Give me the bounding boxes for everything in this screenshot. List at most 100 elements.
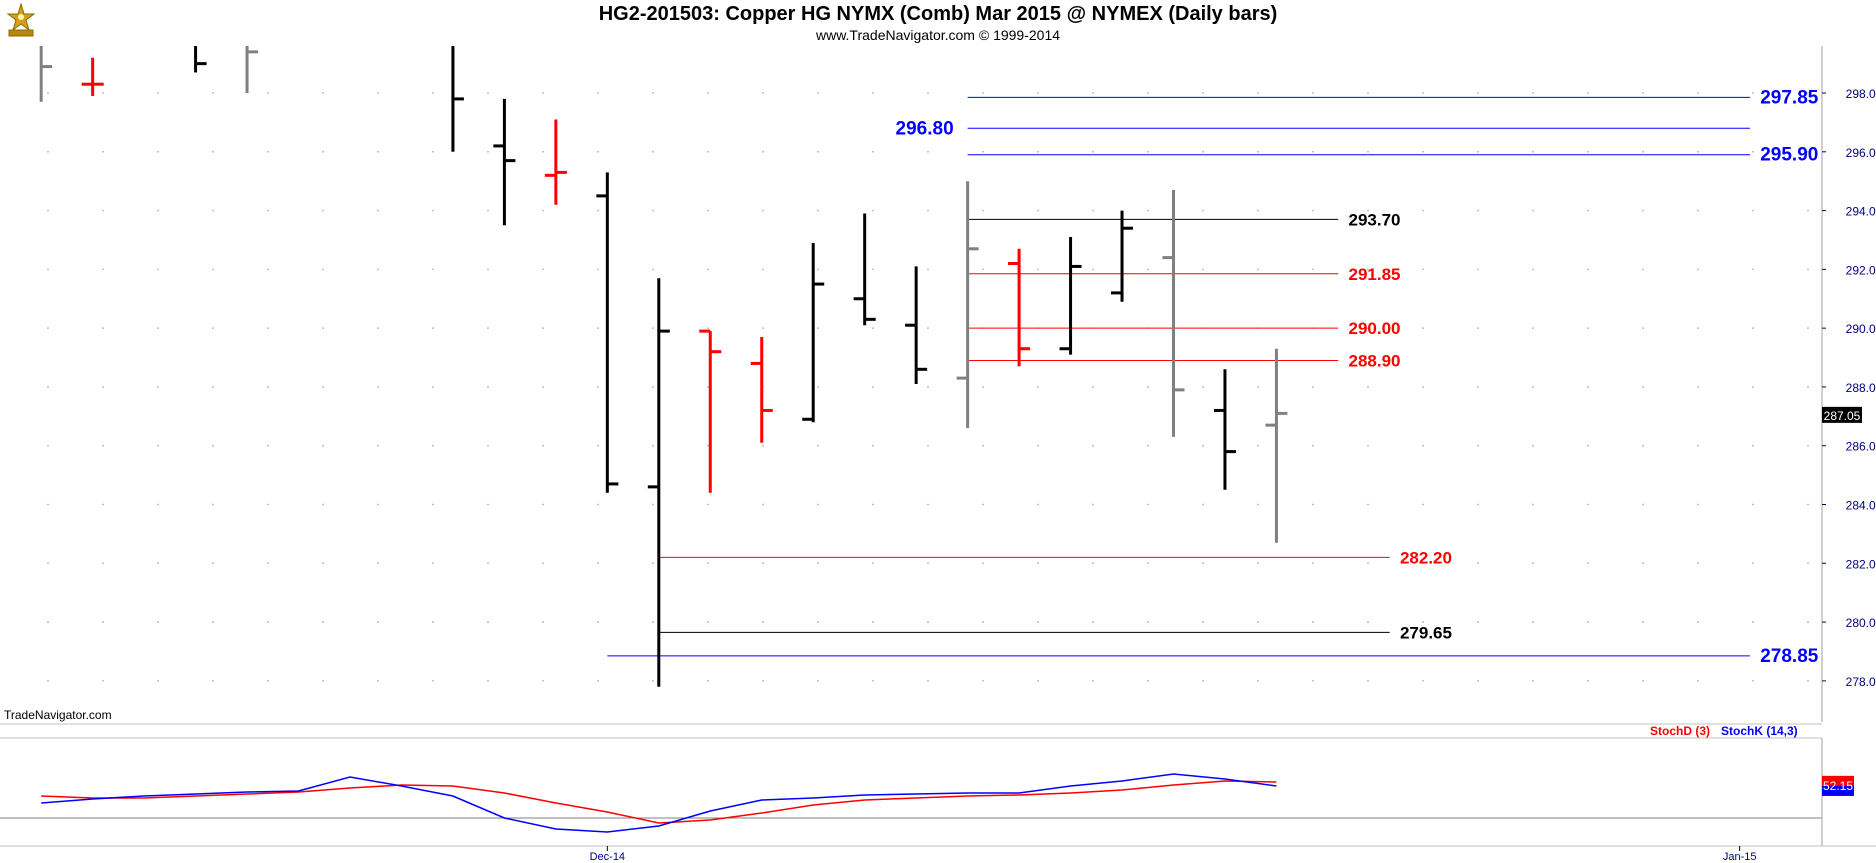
grid-dot <box>1587 327 1589 330</box>
grid-dot <box>927 562 929 565</box>
grid-dot <box>432 621 434 623</box>
grid-dot <box>47 503 49 506</box>
grid-dot <box>762 150 764 153</box>
grid-dot <box>1642 268 1644 271</box>
grid-dot <box>1697 503 1699 506</box>
grid-dot <box>1477 503 1479 506</box>
grid-dot <box>597 386 599 388</box>
grid-dot <box>872 209 874 212</box>
grid-dot <box>927 503 929 506</box>
grid-dot <box>1752 150 1754 153</box>
grid-dot <box>157 268 159 271</box>
grid-dot <box>652 444 654 447</box>
ohlc-bar <box>451 46 464 152</box>
grid-dot <box>377 92 379 94</box>
grid-dot <box>487 268 489 271</box>
trade-navigator-logo-icon <box>4 2 38 43</box>
grid-dot <box>1202 386 1204 388</box>
grid-dot <box>1532 621 1534 623</box>
grid-dot <box>1202 92 1204 94</box>
grid-dot <box>1587 209 1589 212</box>
price-bars <box>39 46 1288 687</box>
grid-dot <box>47 327 49 330</box>
grid-dot <box>982 562 984 565</box>
grid-dot <box>1477 679 1479 682</box>
grid-dot <box>597 503 599 506</box>
grid-dot <box>872 327 874 330</box>
grid-dot <box>102 621 104 623</box>
x-tick-label: Jan-15 <box>1723 851 1757 863</box>
grid-dot <box>707 621 709 623</box>
grid-dot <box>872 679 874 682</box>
grid-dot <box>377 327 379 330</box>
grid-dot <box>1587 503 1589 506</box>
grid-dot <box>1642 150 1644 153</box>
grid-dot <box>542 386 544 388</box>
grid-dot <box>157 621 159 623</box>
grid-dot <box>1367 386 1369 388</box>
level-label: 290.00 <box>1348 319 1400 338</box>
grid-dot <box>542 503 544 506</box>
grid-dot <box>432 562 434 565</box>
grid-dot <box>652 268 654 271</box>
ohlc-bar <box>905 266 928 384</box>
grid-dot <box>1422 444 1424 447</box>
grid-dot <box>157 503 159 506</box>
grid-dot <box>927 150 929 153</box>
grid-dot <box>1367 209 1369 212</box>
grid-dot <box>982 503 984 506</box>
grid-dot <box>322 503 324 506</box>
grid-dot <box>1807 679 1809 682</box>
grid-dot <box>542 150 544 153</box>
grid-dot <box>1587 562 1589 565</box>
grid-dot <box>432 503 434 506</box>
grid-dot <box>1477 444 1479 447</box>
grid-dot <box>47 268 49 271</box>
level-label: 288.90 <box>1348 351 1400 370</box>
grid-dot <box>267 268 269 271</box>
grid-dot <box>982 150 984 153</box>
grid-dot <box>1697 444 1699 447</box>
grid-dot <box>542 268 544 271</box>
grid-dot <box>1037 386 1039 388</box>
grid-dot <box>1202 562 1204 565</box>
grid-dot <box>762 503 764 506</box>
grid-dot <box>1422 150 1424 153</box>
grid-dot <box>1642 679 1644 682</box>
grid-dot <box>1697 562 1699 565</box>
ohlc-bar <box>596 172 619 493</box>
ohlc-bar <box>647 278 670 687</box>
grid-dot <box>1752 386 1754 388</box>
grid-dot <box>1422 562 1424 565</box>
grid-dot <box>47 209 49 212</box>
level-label: 278.85 <box>1760 646 1819 667</box>
grid-dot <box>1807 562 1809 565</box>
grid-dot <box>1697 209 1699 212</box>
y-tick-label: 286.00 <box>1846 440 1876 454</box>
ohlc-bar <box>493 98 516 226</box>
grid-dot <box>597 92 599 94</box>
grid-dot <box>1147 92 1149 94</box>
grid-dot <box>1532 679 1534 682</box>
ohlc-bar <box>853 213 876 326</box>
grid-dot <box>157 209 159 212</box>
y-tick-label: 294.00 <box>1846 205 1876 219</box>
grid-dot <box>1367 679 1369 682</box>
grid-dot <box>212 268 214 271</box>
grid-dot <box>102 386 104 388</box>
grid-dot <box>1257 150 1259 153</box>
grid-dot <box>322 92 324 94</box>
grid-dot <box>982 92 984 94</box>
grid-dot <box>1147 268 1149 271</box>
chart-title: HG2-201503: Copper HG NYMX (Comb) Mar 20… <box>598 3 1278 25</box>
grid-dot <box>1312 268 1314 271</box>
grid-dot <box>597 209 599 212</box>
grid-dot <box>377 150 379 153</box>
grid-dot <box>1477 562 1479 565</box>
y-tick-label: 288.00 <box>1846 381 1876 395</box>
grid-dot <box>1312 621 1314 623</box>
grid-dot <box>212 327 214 330</box>
grid-dot <box>762 679 764 682</box>
grid-dot <box>542 679 544 682</box>
